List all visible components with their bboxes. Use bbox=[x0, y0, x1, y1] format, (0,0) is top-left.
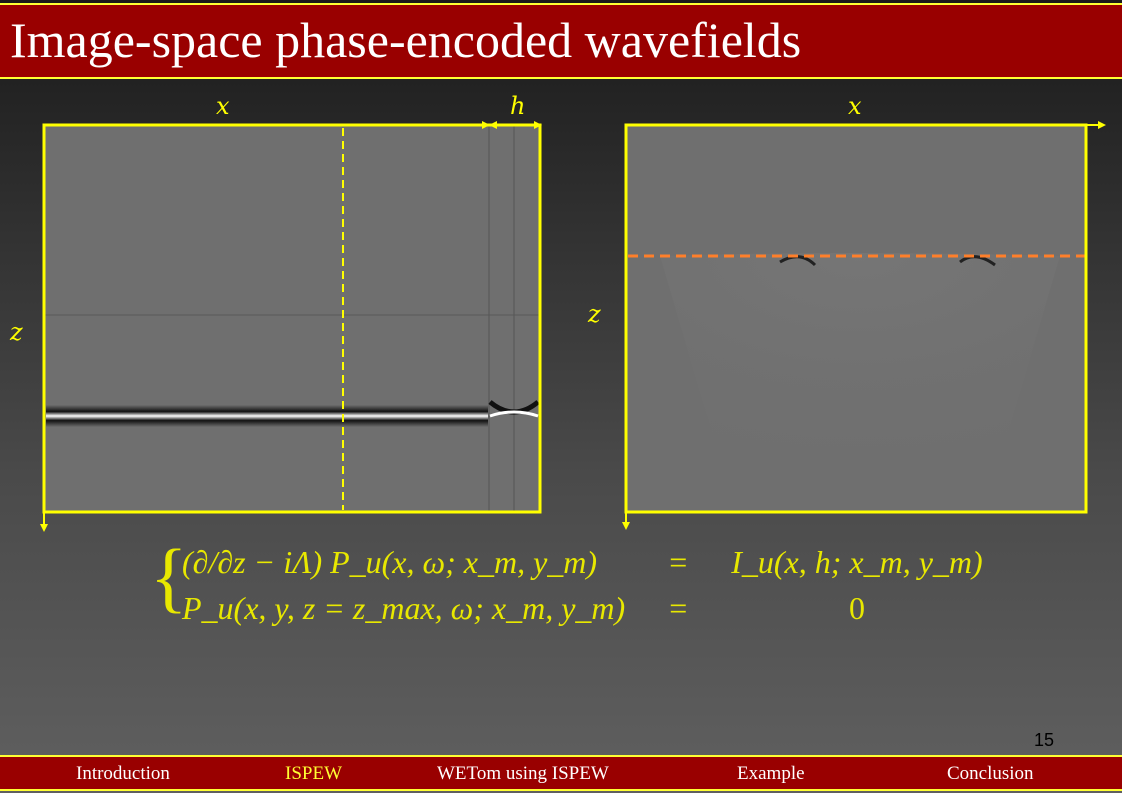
nav-ispew[interactable]: ISPEW bbox=[285, 763, 342, 784]
nav-example[interactable]: Example bbox=[737, 763, 805, 784]
left-image-panel bbox=[40, 121, 542, 532]
footer-nav: Introduction ISPEW WETom using ISPEW Exa… bbox=[0, 755, 1122, 791]
eq-row1-rhs: I_u(x, h; x_m, y_m) bbox=[731, 544, 983, 580]
eq-row2-rhs: 0 bbox=[848, 590, 865, 626]
nav-conclusion[interactable]: Conclusion bbox=[947, 763, 1034, 784]
right-image-panel bbox=[622, 121, 1106, 530]
equation: (∂/∂z − iΛ) P_u(x, ω; x_m, y_m) = I_u(x,… bbox=[182, 542, 983, 628]
nav-wetom-using-ispew[interactable]: WETom using ISPEW bbox=[437, 763, 609, 784]
title-bar: Image-space phase-encoded wavefields bbox=[0, 3, 1122, 79]
left-h-axis-label: h bbox=[510, 92, 526, 120]
right-z-axis-label: z bbox=[588, 300, 601, 328]
reflector-event bbox=[46, 405, 488, 427]
eq-row2-equals: = bbox=[669, 590, 688, 626]
equation-brace: { bbox=[150, 533, 188, 620]
eq-row2-lhs: P_u(x, y, z = z_max, ω; x_m, y_m) bbox=[182, 590, 626, 626]
nav-introduction[interactable]: Introduction bbox=[76, 763, 170, 784]
eq-row1-equals: = bbox=[669, 544, 688, 580]
eq-row1-lhs: (∂/∂z − iΛ) P_u(x, ω; x_m, y_m) bbox=[182, 544, 598, 580]
page-number: 15 bbox=[1034, 730, 1055, 750]
left-x-axis-label: x bbox=[216, 92, 230, 120]
left-z-axis-label: z bbox=[10, 318, 23, 346]
right-x-axis-label: x bbox=[848, 92, 862, 120]
slide-title: Image-space phase-encoded wavefields bbox=[10, 12, 802, 68]
